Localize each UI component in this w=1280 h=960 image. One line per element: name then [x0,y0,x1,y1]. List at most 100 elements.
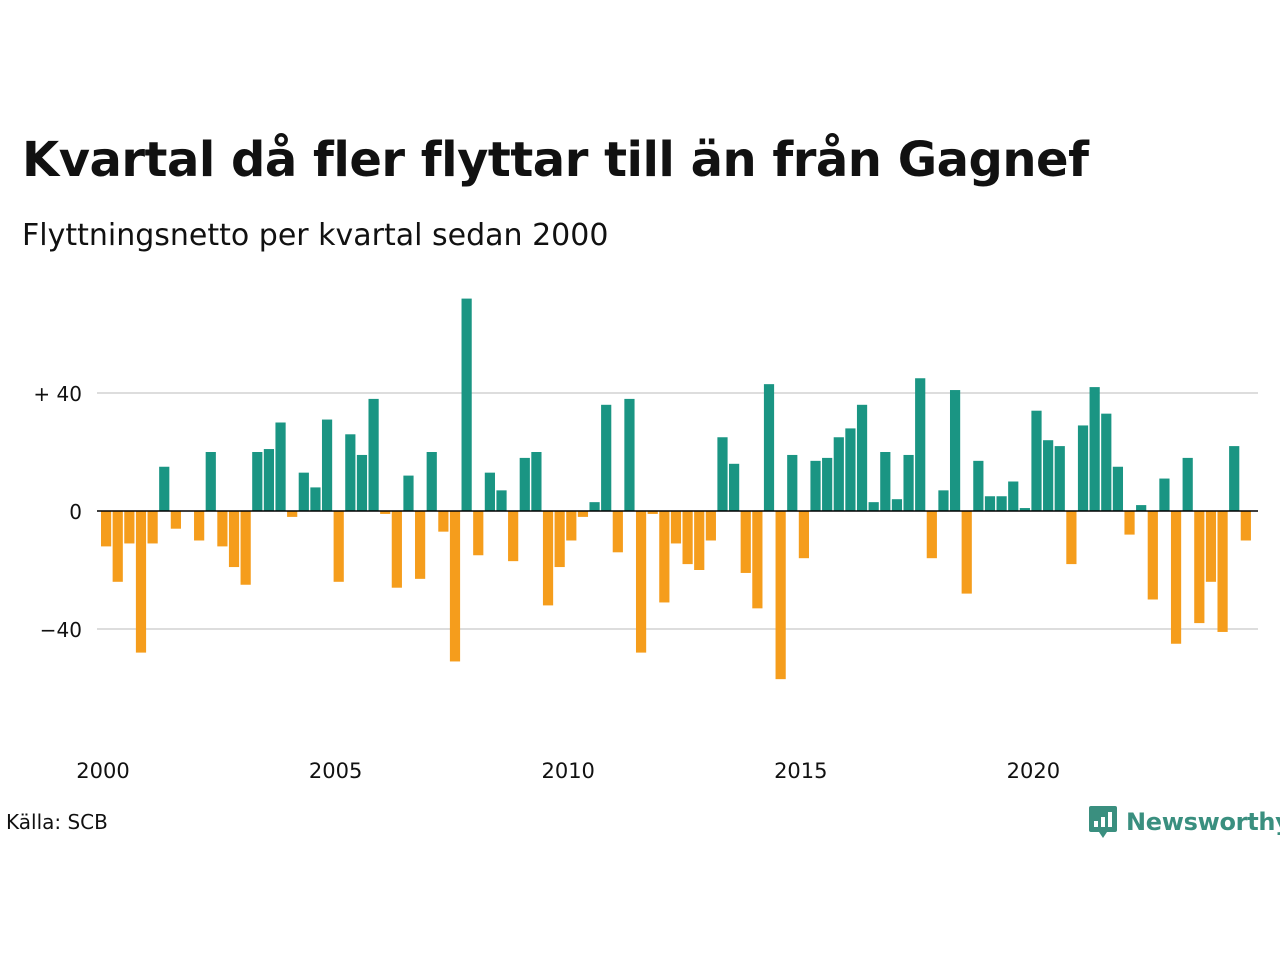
bar [647,511,658,514]
bar [112,511,123,582]
bar [1066,511,1077,565]
bar [1205,511,1217,582]
bar [1170,511,1182,644]
bar [856,404,868,511]
bar [763,384,775,511]
bar [798,511,809,559]
bar [938,490,949,511]
bar [705,511,716,541]
bar [368,398,379,511]
bar [822,457,833,511]
bar [228,511,240,568]
bar [973,460,984,511]
bar [1008,481,1019,511]
bar [1194,511,1205,624]
bar [438,511,449,532]
bar [321,419,333,511]
x-axis-labels: 2000 2005 2010 2015 2020 [76,759,1060,783]
bar [449,511,461,662]
bar [101,511,112,547]
y-axis-labels: + 40 0 −40 [33,382,82,642]
bar [159,466,170,511]
bar [147,511,158,544]
bar [333,511,344,582]
bar [949,390,961,511]
bars [101,298,1251,680]
bar [775,511,786,680]
bar [310,487,321,511]
newsworthy-logo-icon [1089,806,1117,838]
bar [1077,425,1089,511]
chart-subtitle: Flyttningsnetto per kvartal sedan 2000 [22,218,609,253]
bar [391,511,402,588]
bar [1147,511,1158,600]
x-tick-label: 2010 [541,759,594,783]
bar [252,452,263,511]
bar [752,511,763,609]
bar [903,454,914,511]
bar [1159,478,1170,511]
bar [1043,440,1054,511]
x-tick-label: 2000 [76,759,129,783]
bar [298,472,309,511]
bar [345,434,356,511]
bar [787,454,798,511]
bar [984,496,996,511]
bar [1182,457,1193,511]
bar [1240,511,1251,541]
bar [891,499,903,511]
bar [833,437,844,511]
bar [1101,413,1112,511]
bar [531,452,542,511]
bar [670,511,682,544]
bar [624,398,635,511]
bar [170,511,181,529]
x-tick-label: 2015 [774,759,827,783]
bar [240,511,251,585]
bar [205,452,216,511]
bar [263,449,275,511]
bar [1089,387,1100,511]
source-note: Källa: SCB [6,810,108,834]
brand-logo: Newsworthy [1088,804,1280,840]
bar [659,511,670,603]
bar [694,511,705,570]
bar [729,463,740,511]
bar [1136,505,1147,511]
bar [1019,508,1030,511]
bar [566,511,577,541]
y-tick-label: 0 [69,500,82,524]
gridlines [97,392,1258,630]
bar [635,511,647,653]
bar [717,437,728,511]
bar [275,422,286,511]
bar [880,452,891,511]
bar [356,454,368,511]
bar [682,511,693,565]
brand-name: Newsworthy [1126,808,1280,836]
bar [426,452,437,511]
bar [415,511,426,579]
bar [542,511,554,606]
x-tick-label: 2020 [1007,759,1060,783]
bar [194,511,205,541]
bar [1217,511,1228,632]
bar [508,511,519,562]
bar [810,460,821,511]
bar [1112,466,1124,511]
bar [287,511,298,517]
bar [1124,511,1135,535]
bar [1229,446,1240,511]
bar [484,472,495,511]
bar [577,511,589,517]
bar [612,511,623,553]
y-tick-label: −40 [40,618,82,642]
bar [473,511,484,556]
bar [915,378,926,511]
bar [124,511,135,544]
bar [403,475,414,511]
bar [1054,446,1065,511]
bar [461,298,472,511]
